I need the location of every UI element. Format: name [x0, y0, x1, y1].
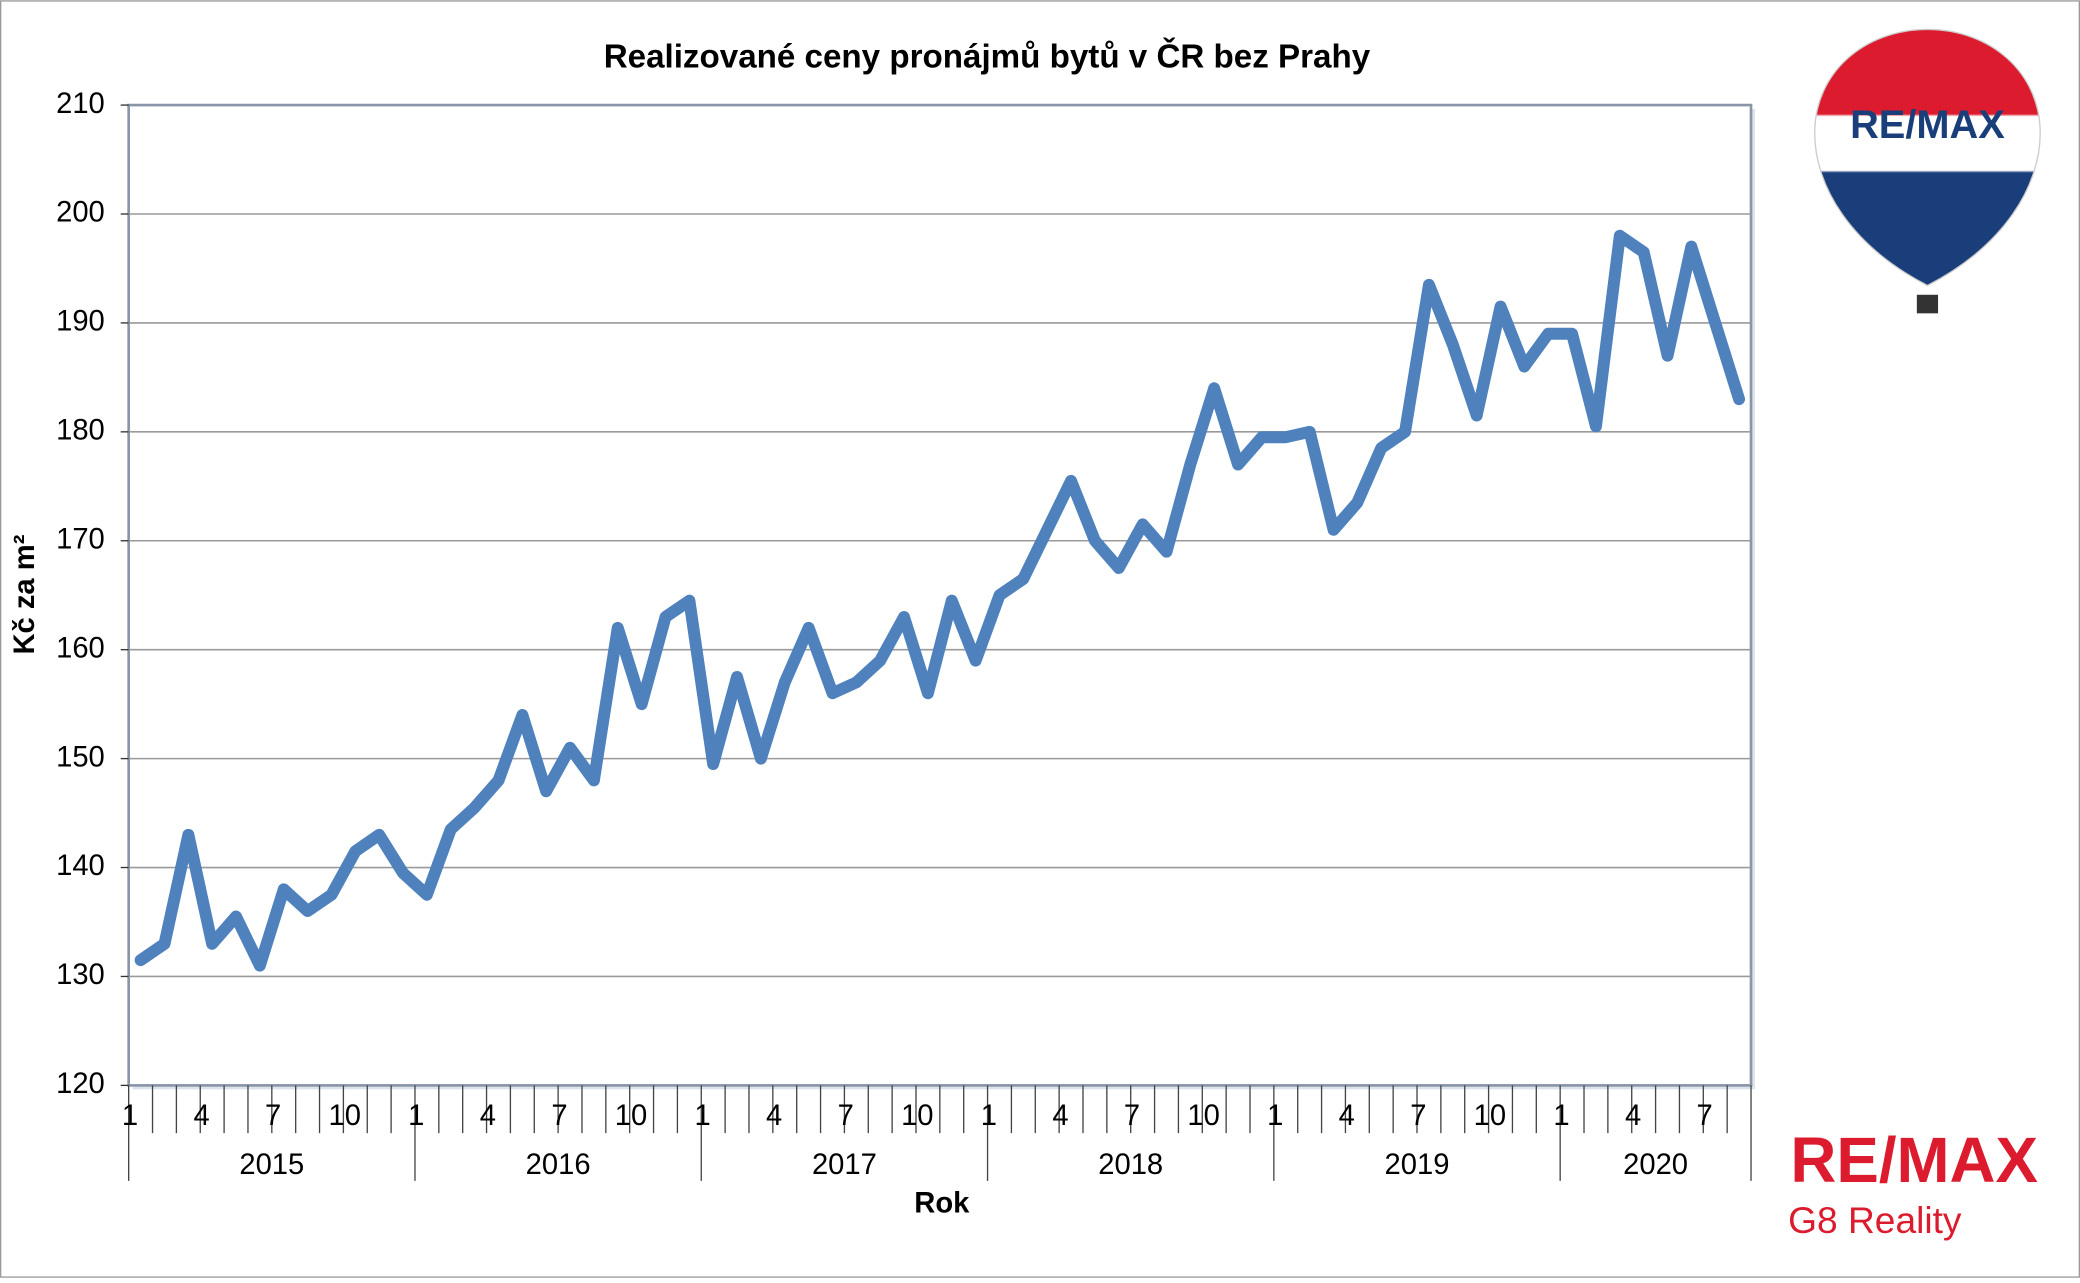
logo-office: G8 Reality — [1788, 1199, 1962, 1241]
y-tick-label: 210 — [56, 88, 105, 120]
x-axis-label: Rok — [914, 1187, 970, 1219]
x-tick-label: 7 — [838, 1100, 854, 1132]
chart-title: Realizované ceny pronájmů bytů v ČR bez … — [604, 36, 1371, 75]
x-tick-label: 7 — [551, 1100, 567, 1132]
data-line — [134, 229, 1746, 972]
x-group-label: 2017 — [812, 1149, 877, 1181]
x-tick-label: 1 — [408, 1100, 424, 1132]
x-group-label: 2019 — [1385, 1149, 1450, 1181]
y-tick-label: 120 — [56, 1068, 105, 1100]
x-tick-label: 4 — [480, 1100, 496, 1132]
x-group-label: 2020 — [1623, 1149, 1688, 1181]
balloon-text: RE/MAX — [1850, 103, 2005, 147]
x-tick-label: 7 — [1697, 1100, 1713, 1132]
y-tick-label: 150 — [56, 741, 105, 773]
plot-area — [127, 103, 1753, 1087]
x-tick-label: 1 — [694, 1100, 710, 1132]
x-tick-label: 10 — [615, 1100, 647, 1132]
y-axis-label: Kč za m² — [9, 534, 41, 654]
y-tick-label: 140 — [56, 850, 105, 882]
y-tick-label: 170 — [56, 523, 105, 555]
x-tick-label: 1 — [981, 1100, 997, 1132]
y-tick-label: 130 — [56, 959, 105, 991]
x-tick-label: 4 — [766, 1100, 782, 1132]
logo-balloon: RE/MAX — [1814, 28, 2041, 314]
x-tick-label: 1 — [1267, 1100, 1283, 1132]
x-tick-label: 4 — [193, 1100, 209, 1132]
x-tick-label: 1 — [122, 1100, 138, 1132]
x-tick-label: 10 — [1187, 1100, 1219, 1132]
x-tick-label: 1 — [1553, 1100, 1569, 1132]
x-tick-label: 4 — [1339, 1100, 1355, 1132]
x-tick-label: 10 — [1474, 1100, 1506, 1132]
x-tick-label: 4 — [1625, 1100, 1641, 1132]
x-tick-label: 7 — [265, 1100, 281, 1132]
y-tick-label: 200 — [56, 197, 105, 229]
x-group-label: 2015 — [239, 1149, 304, 1181]
y-tick-label: 160 — [56, 632, 105, 664]
y-tick-label: 180 — [56, 415, 105, 447]
logo-brand: RE/MAX — [1790, 1125, 2038, 1196]
x-tick-label: 4 — [1052, 1100, 1068, 1132]
x-tick-label: 7 — [1124, 1100, 1140, 1132]
x-tick-label: 10 — [328, 1100, 360, 1132]
x-group-label: 2018 — [1098, 1149, 1163, 1181]
y-tick-label: 190 — [56, 306, 105, 338]
x-group-label: 2016 — [526, 1149, 591, 1181]
x-tick-label: 7 — [1410, 1100, 1426, 1132]
x-tick-label: 10 — [901, 1100, 933, 1132]
